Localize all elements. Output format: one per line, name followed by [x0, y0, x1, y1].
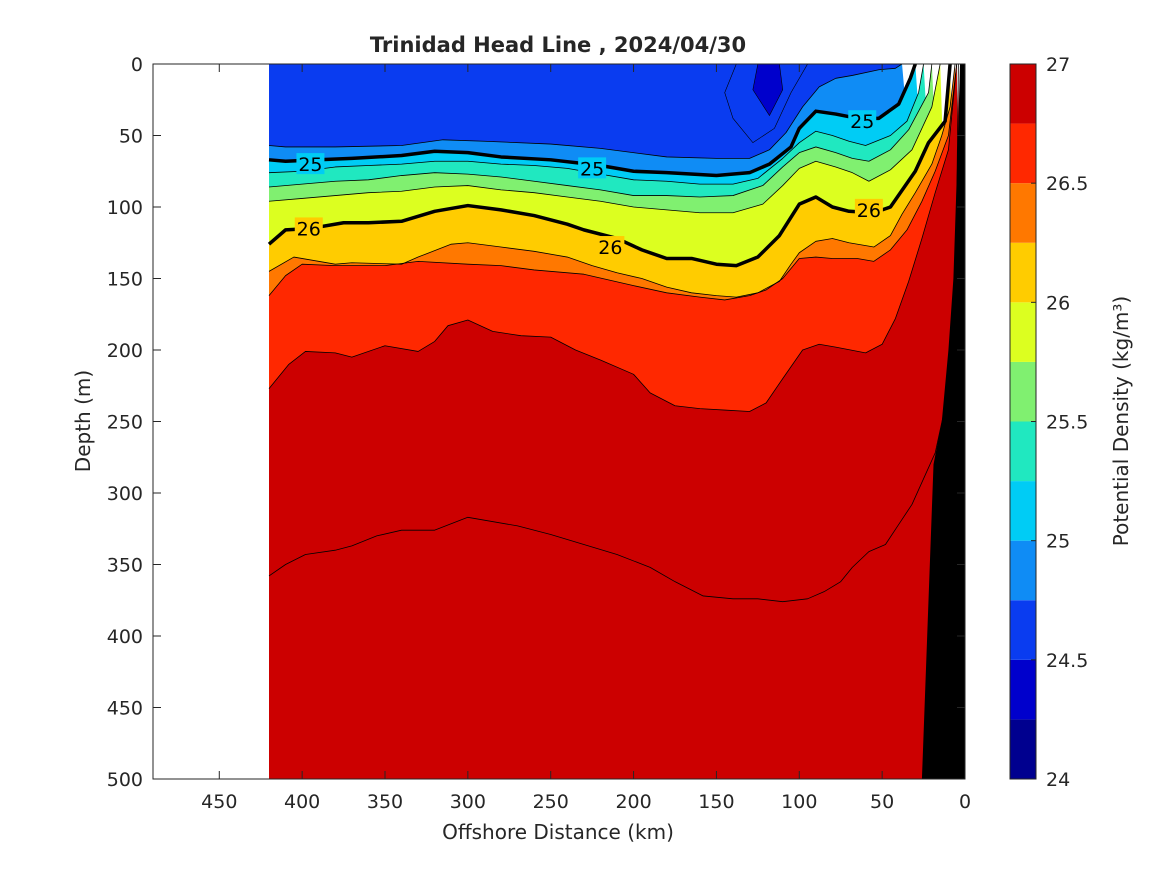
colorbar-tick-label: 25 — [1046, 531, 1070, 553]
seafloor — [921, 64, 965, 779]
y-tick-label: 0 — [131, 54, 143, 76]
x-tick-label: 350 — [367, 791, 403, 813]
colorbar-swatch — [1010, 64, 1036, 124]
contour-label-background — [596, 236, 625, 258]
colorbar-tick-label: 26 — [1046, 292, 1070, 314]
contour-line — [268, 64, 941, 214]
contour-line — [268, 64, 903, 159]
contour-label-background — [854, 198, 883, 220]
colorbar-swatch — [1010, 481, 1036, 541]
y-tick-label: 350 — [107, 555, 143, 577]
colorbar-swatch — [1010, 421, 1036, 482]
x-axis-label: Offshore Distance (km) — [442, 820, 674, 844]
density-band — [269, 64, 965, 779]
x-tick-label: 250 — [533, 791, 569, 813]
x-tick-label: 0 — [959, 791, 971, 813]
y-tick-label: 250 — [107, 412, 143, 434]
chart-title: Trinidad Head Line , 2024/04/30 — [370, 33, 746, 57]
contour-line — [268, 64, 933, 198]
contour-label-background — [296, 153, 325, 175]
colorbar-label: Potential Density (kg/m³) — [1109, 296, 1133, 547]
colorbar-tick-label: 24 — [1046, 769, 1070, 791]
contour-line — [268, 64, 924, 185]
contour-label-background — [294, 217, 323, 239]
contour-line — [268, 64, 958, 301]
colorbar-swatch — [1010, 123, 1036, 184]
colorbar-tick-label: 25.5 — [1046, 412, 1088, 434]
contour-line — [268, 64, 958, 412]
x-tick-label: 400 — [284, 791, 320, 813]
colorbar-swatch — [1010, 361, 1036, 422]
y-tick-label: 450 — [107, 698, 143, 720]
contour-line — [268, 64, 959, 603]
contour-label: 26 — [598, 237, 622, 259]
contour-label: 25 — [580, 158, 604, 180]
colorbar-swatch — [1010, 600, 1036, 660]
colorbar-swatch — [1010, 183, 1036, 243]
colorbar-swatch — [1010, 242, 1036, 303]
x-tick-label: 100 — [781, 791, 817, 813]
x-tick-label: 300 — [450, 791, 486, 813]
contour-label: 25 — [298, 154, 322, 176]
y-tick-label: 300 — [107, 483, 143, 505]
y-axis-label: Depth (m) — [71, 370, 95, 472]
colorbar-swatch — [1010, 302, 1036, 362]
y-tick-label: 150 — [107, 269, 143, 291]
x-tick-label: 200 — [615, 791, 651, 813]
density-band — [752, 64, 784, 117]
contour-line — [268, 64, 956, 298]
colorbar-tick-label: 27 — [1046, 54, 1070, 76]
colorbar-swatch — [1010, 659, 1036, 720]
x-tick-label: 150 — [698, 791, 734, 813]
colorbar-swatch — [1010, 540, 1036, 601]
colorbar-tick-label: 26.5 — [1046, 173, 1088, 195]
contour-label: 25 — [850, 111, 874, 133]
x-tick-label: 450 — [201, 791, 237, 813]
contour-label-background — [578, 157, 607, 179]
contour-label: 26 — [297, 218, 321, 240]
colorbar-tick-label: 24.5 — [1046, 650, 1088, 672]
y-tick-label: 400 — [107, 626, 143, 648]
x-tick-label: 50 — [870, 791, 894, 813]
colorbar: 24 24.5 25 25.5 26 26.5 27 — [1009, 54, 1088, 791]
colorbar-swatch — [1010, 719, 1036, 779]
y-tick-label: 50 — [119, 126, 143, 148]
contour-label: 26 — [857, 200, 881, 222]
contour-label-background — [848, 110, 877, 132]
y-tick-label: 100 — [107, 197, 143, 219]
y-tick-label: 200 — [107, 340, 143, 362]
y-tick-label: 500 — [107, 769, 143, 791]
